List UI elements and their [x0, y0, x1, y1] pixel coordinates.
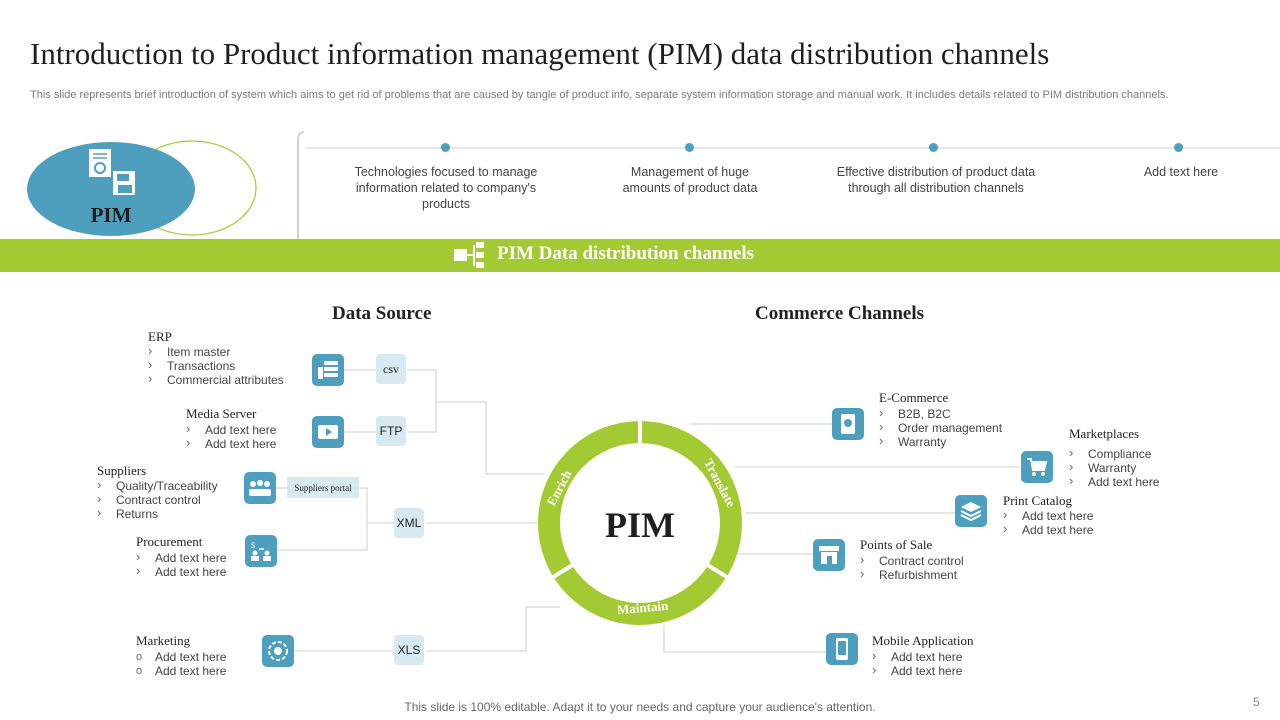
layers-icon	[955, 495, 987, 527]
data-source-heading: Data Source	[332, 303, 432, 324]
suppliers-list: Quality/Traceability Contract control Re…	[97, 478, 218, 521]
footer-note: This slide is 100% editable. Adapt it to…	[404, 700, 876, 714]
mobile-phone-icon	[826, 633, 858, 665]
print-catalog-list: Add text here Add text here	[1003, 508, 1093, 537]
list-item: Compliance	[1069, 446, 1159, 461]
pim-badge-label: PIM	[90, 203, 132, 227]
list-item: Add text here	[872, 663, 962, 678]
feature-text-2: Management of huge amounts of product da…	[622, 165, 758, 195]
section-band	[0, 239, 1280, 272]
svg-text:$: $	[251, 541, 255, 550]
list-item: Transactions	[148, 358, 284, 373]
list-item: Add text here	[1069, 474, 1159, 489]
mobile-app-title: Mobile Application	[872, 633, 974, 648]
pim-badge-icon	[89, 149, 135, 195]
timeline-dot	[441, 143, 450, 152]
list-item: Refurbishment	[860, 567, 964, 582]
procurement-list: Add text here Add text here	[136, 550, 226, 579]
mobile-app-list: Add text here Add text here	[872, 649, 962, 678]
feature-text-4: Add text here	[1143, 165, 1219, 179]
team-icon	[244, 472, 276, 504]
timeline-dot	[929, 143, 938, 152]
timeline-dot	[685, 143, 694, 152]
erp-title: ERP	[148, 329, 172, 344]
marketplaces-title: Marketplaces	[1069, 426, 1140, 441]
commerce-channels-heading: Commerce Channels	[755, 303, 925, 324]
list-item: Add text here	[136, 664, 226, 678]
feature-text-3: Effective distribution of product data t…	[836, 165, 1036, 195]
list-item: Commercial attributes	[148, 372, 284, 387]
print-catalog-title: Print Catalog	[1003, 493, 1072, 508]
xml-format-box: XML	[394, 508, 424, 538]
video-icon	[312, 416, 344, 448]
database-icon	[312, 354, 344, 386]
timeline-dot	[1174, 143, 1183, 152]
channel-connectors	[663, 423, 1020, 653]
slide-title: Introduction to Product information mana…	[30, 36, 1050, 71]
suppliers-title: Suppliers	[97, 463, 147, 478]
suppliers-portal-box: Suppliers portal	[287, 477, 359, 498]
list-item: Quality/Traceability	[97, 478, 218, 493]
list-item: Add text here	[1003, 522, 1093, 537]
procurement-icon: $	[245, 535, 277, 567]
page-number: 5	[1253, 695, 1260, 709]
list-item: Warranty	[879, 434, 1002, 449]
slide-subtitle: This slide represents brief introduction…	[30, 89, 1169, 101]
list-item: Contract control	[860, 553, 964, 568]
marketplaces-list: Compliance Warranty Add text here	[1069, 446, 1159, 489]
marketing-title: Marketing	[136, 633, 191, 648]
list-item: Add text here	[136, 550, 226, 565]
marketing-list: Add text here Add text here	[136, 650, 226, 678]
feature-text-1: Technologies focused to manage informati…	[354, 165, 538, 211]
list-item: Add text here	[186, 436, 276, 451]
points-of-sale-list: Contract control Refurbishment	[860, 553, 964, 582]
xls-format-box: XLS	[394, 635, 424, 665]
distribution-icon	[454, 242, 484, 268]
top-decoration	[27, 131, 1280, 239]
ecommerce-icon	[832, 408, 864, 440]
list-item: Add text here	[136, 650, 226, 664]
list-item: Returns	[97, 506, 218, 521]
media-server-title: Media Server	[186, 406, 257, 421]
erp-list: Item master Transactions Commercial attr…	[148, 344, 284, 387]
list-item: Add text here	[872, 649, 962, 664]
ring-label-maintain: Maintain	[616, 598, 669, 617]
store-icon	[813, 539, 845, 571]
shopping-cart-icon	[1021, 451, 1053, 483]
list-item: Contract control	[97, 492, 218, 507]
ftp-format-box: FTP	[376, 416, 406, 446]
list-item: Add text here	[1003, 508, 1093, 523]
list-item: B2B, B2C	[879, 406, 1002, 421]
marketing-icon	[262, 635, 294, 667]
points-of-sale-title: Points of Sale	[860, 537, 933, 552]
procurement-title: Procurement	[136, 534, 203, 549]
source-connectors	[276, 369, 560, 652]
ecommerce-list: B2B, B2C Order management Warranty	[879, 406, 1002, 449]
pim-center-label: PIM	[605, 505, 675, 545]
pim-ring	[538, 420, 742, 625]
list-item: Add text here	[186, 422, 276, 437]
band-title: PIM Data distribution channels	[497, 243, 755, 264]
list-item: Item master	[148, 344, 284, 359]
ecommerce-title: E-Commerce	[879, 390, 949, 405]
csv-format-box: csv	[376, 354, 406, 384]
media-server-list: Add text here Add text here	[186, 422, 276, 451]
list-item: Warranty	[1069, 460, 1159, 475]
list-item: Add text here	[136, 564, 226, 579]
list-item: Order management	[879, 420, 1002, 435]
